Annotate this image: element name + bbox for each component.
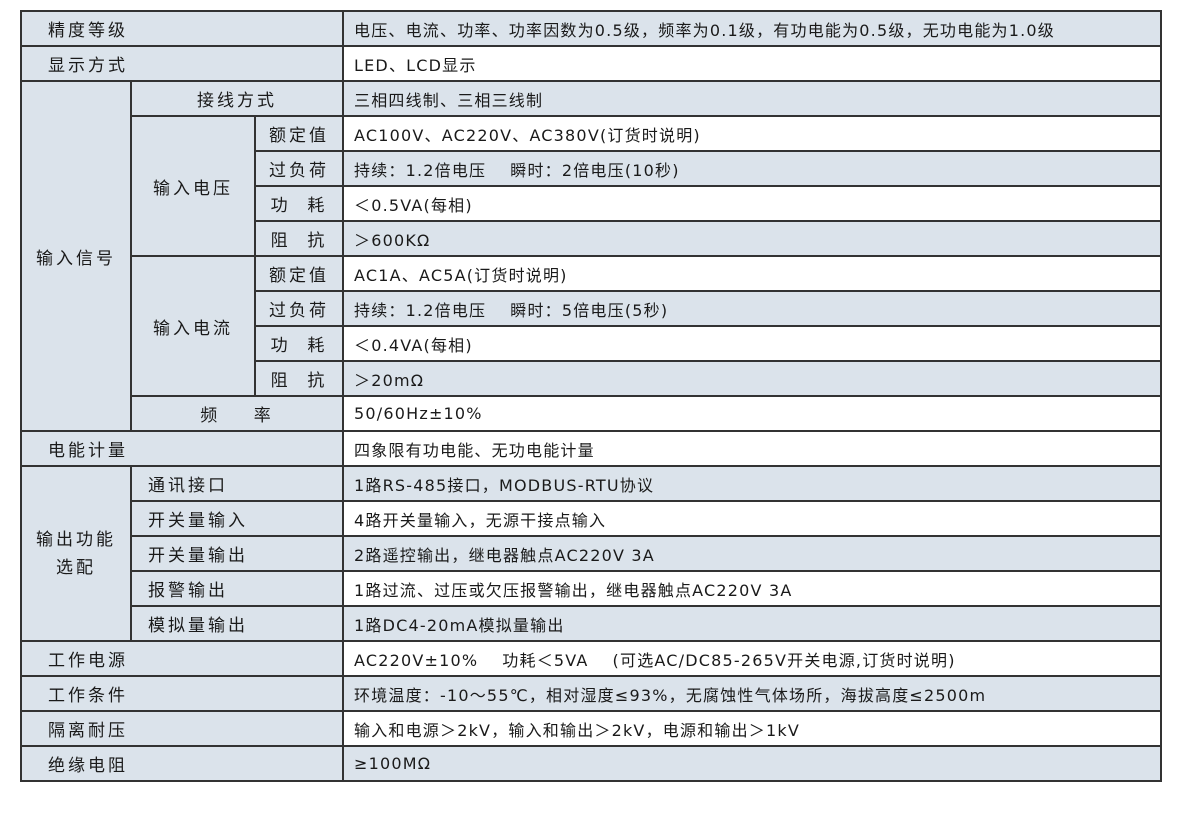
label-power-supply: 工作电源 bbox=[20, 640, 344, 677]
value-alarm: 1路过流、过压或欠压报警输出，继电器触点AC220V 3A bbox=[342, 570, 1162, 607]
table-row: 输入信号 接线方式 三相四线制、三相三线制 bbox=[20, 80, 1162, 432]
label-input-voltage: 输入电压 bbox=[130, 115, 256, 257]
label-frequency: 频 率 bbox=[130, 395, 344, 432]
value-wiring: 三相四线制、三相三线制 bbox=[342, 80, 1162, 117]
current-overload-continuous: 持续：1.2倍电压 bbox=[354, 300, 487, 320]
label-isolation: 隔离耐压 bbox=[20, 710, 344, 747]
spec-table: 精度等级 电压、电流、功率、功率因数为0.5级，频率为0.1级，有功电能为0.5… bbox=[20, 10, 1162, 782]
label-voltage-impedance: 阻 抗 bbox=[254, 220, 344, 257]
table-row: 工作条件 环境温度：-10～55℃，相对湿度≤93%，无腐蚀性气体场所，海拔高度… bbox=[20, 675, 1162, 712]
value-frequency: 50/60Hz±10% bbox=[342, 395, 1162, 432]
label-insulation: 绝缘电阻 bbox=[20, 745, 344, 782]
label-voltage-overload: 过负荷 bbox=[254, 150, 344, 187]
table-row: 输入电流 额定值 AC1A、AC5A(订货时说明) bbox=[21, 255, 1162, 397]
value-power-supply: AC220V±10% 功耗＜5VA (可选AC/DC85-265V开关电源,订货时说… bbox=[342, 640, 1162, 677]
value-analog: 1路DC4-20mA模拟量输出 bbox=[342, 605, 1162, 642]
table-row: 显示方式 LED、LCD显示 bbox=[20, 45, 1162, 82]
value-di: 4路开关量输入，无源干接点输入 bbox=[342, 500, 1162, 537]
label-output: 输出功能 选配 bbox=[20, 465, 132, 642]
value-insulation: ≥100MΩ bbox=[342, 745, 1162, 782]
table-row: 功 耗 ＜0.4VA(每相) bbox=[21, 325, 1162, 362]
table-row: 开关量输出 2路遥控输出，继电器触点AC220V 3A bbox=[21, 535, 1162, 572]
value-current-power: ＜0.4VA(每相) bbox=[342, 325, 1162, 362]
table-row: 阻 抗 ＞600KΩ bbox=[21, 220, 1162, 257]
value-voltage-power: ＜0.5VA(每相) bbox=[342, 185, 1162, 222]
value-conditions: 环境温度：-10～55℃，相对湿度≤93%，无腐蚀性气体场所，海拔高度≤2500… bbox=[342, 675, 1162, 712]
value-comm: 1路RS-485接口，MODBUS-RTU协议 bbox=[342, 465, 1162, 502]
label-current-power: 功 耗 bbox=[254, 325, 344, 362]
label-output-line2: 选配 bbox=[56, 557, 96, 578]
label-accuracy: 精度等级 bbox=[20, 10, 344, 47]
label-input-current: 输入电流 bbox=[130, 255, 256, 397]
table-row: 过负荷 持续：1.2倍电压 瞬时：2倍电压(10秒) bbox=[21, 150, 1162, 187]
label-analog: 模拟量输出 bbox=[130, 605, 344, 642]
value-current-rated: AC1A、AC5A(订货时说明) bbox=[342, 255, 1162, 292]
power-supply-option: (可选AC/DC85-265V开关电源,订货时说明) bbox=[612, 650, 956, 670]
label-output-line1: 输出功能 bbox=[36, 529, 116, 550]
table-row: 开关量输入 4路开关量输入，无源干接点输入 bbox=[21, 500, 1162, 537]
table-row: 阻 抗 ＞20mΩ bbox=[21, 360, 1162, 397]
label-current-impedance: 阻 抗 bbox=[254, 360, 344, 397]
value-current-overload: 持续：1.2倍电压 瞬时：5倍电压(5秒) bbox=[342, 290, 1162, 327]
label-do: 开关量输出 bbox=[130, 535, 344, 572]
label-di: 开关量输入 bbox=[130, 500, 344, 537]
table-row: 工作电源 AC220V±10% 功耗＜5VA (可选AC/DC85-265V开关电源… bbox=[20, 640, 1162, 677]
power-supply-voltage: AC220V±10% bbox=[354, 650, 479, 670]
table-row: 过负荷 持续：1.2倍电压 瞬时：5倍电压(5秒) bbox=[21, 290, 1162, 327]
table-row: 模拟量输出 1路DC4-20mA模拟量输出 bbox=[21, 605, 1162, 642]
label-conditions: 工作条件 bbox=[20, 675, 344, 712]
label-voltage-power: 功 耗 bbox=[254, 185, 344, 222]
label-input-signal: 输入信号 bbox=[20, 80, 132, 432]
table-row: 绝缘电阻 ≥100MΩ bbox=[20, 745, 1162, 782]
value-energy: 四象限有功电能、无功电能计量 bbox=[342, 430, 1162, 467]
label-voltage-rated: 额定值 bbox=[254, 115, 344, 152]
value-voltage-rated: AC100V、AC220V、AC380V(订货时说明) bbox=[342, 115, 1162, 152]
current-overload-instant: 瞬时：5倍电压(5秒) bbox=[510, 300, 669, 320]
value-display: LED、LCD显示 bbox=[342, 45, 1162, 82]
table-row: 功 耗 ＜0.5VA(每相) bbox=[21, 185, 1162, 222]
label-alarm: 报警输出 bbox=[130, 570, 344, 607]
label-comm: 通讯接口 bbox=[130, 465, 344, 502]
table-row: 隔离耐压 输入和电源＞2kV，输入和输出＞2kV，电源和输出＞1kV bbox=[20, 710, 1162, 747]
table-row: 精度等级 电压、电流、功率、功率因数为0.5级，频率为0.1级，有功电能为0.5… bbox=[20, 10, 1162, 47]
value-voltage-overload: 持续：1.2倍电压 瞬时：2倍电压(10秒) bbox=[342, 150, 1162, 187]
table-row: 输出功能选配 通讯接口 1路RS-485接口，MODBUS-RTU协议 bbox=[20, 465, 1162, 642]
value-do: 2路遥控输出，继电器触点AC220V 3A bbox=[342, 535, 1162, 572]
label-current-overload: 过负荷 bbox=[254, 290, 344, 327]
table-row: 频 率 50/60Hz±10% bbox=[21, 395, 1162, 432]
voltage-overload-instant: 瞬时：2倍电压(10秒) bbox=[510, 160, 680, 180]
label-wiring: 接线方式 bbox=[130, 80, 344, 117]
table-row: 输入电压 额定值 AC100V、AC220V、AC380V(订货时说明) bbox=[21, 115, 1162, 257]
label-display: 显示方式 bbox=[20, 45, 344, 82]
table-row: 电能计量 四象限有功电能、无功电能计量 bbox=[20, 430, 1162, 467]
label-energy: 电能计量 bbox=[20, 430, 344, 467]
voltage-overload-continuous: 持续：1.2倍电压 bbox=[354, 160, 487, 180]
value-current-impedance: ＞20mΩ bbox=[342, 360, 1162, 397]
value-isolation: 输入和电源＞2kV，输入和输出＞2kV，电源和输出＞1kV bbox=[342, 710, 1162, 747]
value-accuracy: 电压、电流、功率、功率因数为0.5级，频率为0.1级，有功电能为0.5级，无功电… bbox=[342, 10, 1162, 47]
power-supply-consumption: 功耗＜5VA bbox=[502, 650, 589, 670]
label-current-rated: 额定值 bbox=[254, 255, 344, 292]
table-row: 报警输出 1路过流、过压或欠压报警输出，继电器触点AC220V 3A bbox=[21, 570, 1162, 607]
value-voltage-impedance: ＞600KΩ bbox=[342, 220, 1162, 257]
